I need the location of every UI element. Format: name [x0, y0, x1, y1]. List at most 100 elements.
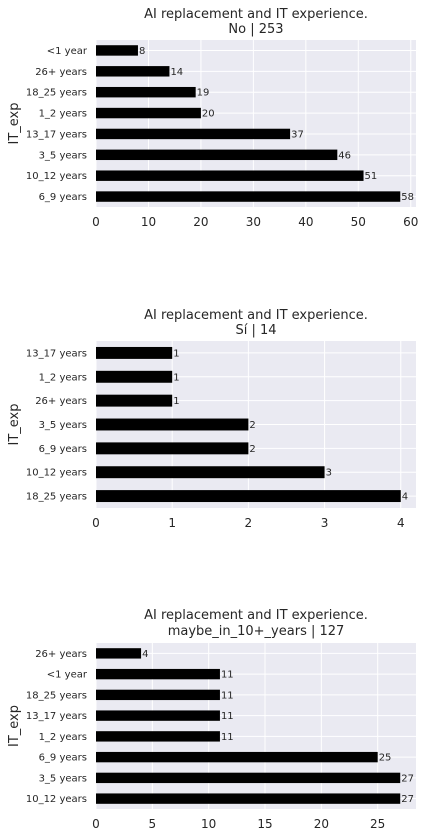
- bar: [96, 731, 220, 742]
- bar-value-label: 11: [221, 732, 234, 743]
- chart-subtitle: No | 253: [228, 22, 283, 37]
- bar-value-label: 8: [139, 46, 145, 57]
- x-tick-label: 60: [403, 215, 418, 229]
- x-tick-label: 20: [314, 817, 329, 831]
- y-axis-label: IT_exp: [7, 705, 22, 747]
- bar-value-label: 4: [142, 649, 148, 660]
- x-tick-label: 0: [92, 516, 100, 530]
- bar-value-label: 1: [173, 396, 179, 407]
- x-tick-label: 4: [397, 516, 405, 530]
- chart-panel-2: AI replacement and IT experience.maybe_i…: [7, 608, 416, 831]
- bar-value-label: 4: [402, 492, 408, 503]
- bar: [96, 370, 173, 383]
- bar: [96, 442, 249, 455]
- x-tick-label: 10: [141, 215, 156, 229]
- bar-value-label: 37: [291, 129, 304, 140]
- y-tick-label: 13_17 years: [26, 129, 87, 140]
- bar: [96, 793, 401, 804]
- bar-value-label: 11: [221, 690, 234, 701]
- bar-value-label: 1: [173, 348, 179, 359]
- chart-title: AI replacement and IT experience.: [144, 308, 368, 323]
- y-tick-label: 13_17 years: [26, 348, 87, 359]
- y-tick-label: 6_9 years: [39, 192, 87, 203]
- y-tick-label: 18_25 years: [26, 88, 87, 99]
- bar: [96, 689, 220, 701]
- y-tick-label: 10_12 years: [26, 171, 87, 182]
- bar: [96, 418, 249, 431]
- bar: [96, 149, 338, 161]
- bar: [96, 648, 142, 659]
- bar-value-label: 11: [221, 711, 234, 722]
- y-tick-label: <1 year: [47, 46, 88, 57]
- y-tick-label: 3_5 years: [39, 150, 87, 161]
- chart-panel-0: AI replacement and IT experience.No | 25…: [7, 7, 418, 229]
- bar: [96, 751, 378, 763]
- bar-value-label: 58: [401, 192, 414, 203]
- bar: [96, 170, 364, 181]
- bar-value-label: 27: [401, 773, 414, 784]
- bar-value-label: 14: [170, 67, 183, 78]
- bar-value-label: 11: [221, 670, 234, 681]
- bar: [96, 66, 170, 77]
- x-tick-label: 1: [168, 516, 176, 530]
- y-axis-label: IT_exp: [7, 404, 22, 446]
- y-tick-label: 3_5 years: [39, 420, 87, 431]
- bar: [96, 394, 173, 407]
- y-tick-label: 1_2 years: [39, 732, 87, 743]
- y-tick-label: 18_25 years: [26, 492, 87, 503]
- x-tick-label: 10: [201, 817, 216, 831]
- plot-area: [96, 643, 416, 809]
- bar: [96, 86, 196, 98]
- bar-value-label: 46: [338, 150, 351, 161]
- bar-value-label: 19: [197, 88, 210, 99]
- bar-value-label: 1: [173, 372, 179, 383]
- bar-value-label: 25: [379, 753, 392, 764]
- bar: [96, 45, 138, 56]
- y-tick-label: <1 year: [47, 670, 88, 681]
- y-tick-label: 26+ years: [35, 396, 87, 407]
- x-tick-label: 40: [298, 215, 313, 229]
- y-tick-label: 1_2 years: [39, 109, 87, 120]
- bar: [96, 128, 291, 140]
- x-tick-label: 20: [193, 215, 208, 229]
- y-tick-label: 3_5 years: [39, 773, 87, 784]
- bar: [96, 490, 401, 503]
- chart-title: AI replacement and IT experience.: [144, 7, 368, 22]
- x-tick-label: 0: [92, 817, 100, 831]
- y-tick-label: 1_2 years: [39, 372, 87, 383]
- bar-value-label: 2: [249, 420, 255, 431]
- bar: [96, 772, 401, 784]
- x-tick-label: 2: [245, 516, 253, 530]
- y-tick-label: 18_25 years: [26, 690, 87, 701]
- bar-value-label: 3: [326, 468, 332, 479]
- x-tick-label: 5: [149, 817, 157, 831]
- bar: [96, 107, 201, 119]
- y-tick-label: 10_12 years: [26, 794, 87, 805]
- bar: [96, 191, 401, 202]
- y-tick-label: 13_17 years: [26, 711, 87, 722]
- chart-title: AI replacement and IT experience.: [144, 608, 368, 623]
- y-tick-label: 6_9 years: [39, 753, 87, 764]
- y-tick-label: 6_9 years: [39, 444, 87, 455]
- y-tick-label: 26+ years: [35, 67, 87, 78]
- bar: [96, 346, 173, 359]
- chart-subtitle: maybe_in_10+_years | 127: [168, 624, 345, 639]
- x-tick-label: 30: [246, 215, 261, 229]
- y-tick-label: 26+ years: [35, 649, 87, 660]
- x-tick-label: 50: [351, 215, 366, 229]
- bar-value-label: 27: [401, 794, 414, 805]
- x-tick-label: 15: [257, 817, 272, 831]
- bar: [96, 668, 220, 680]
- bar-value-label: 51: [365, 171, 378, 182]
- bar: [96, 466, 325, 479]
- y-tick-label: 10_12 years: [26, 468, 87, 479]
- bar: [96, 710, 220, 721]
- bar-value-label: 20: [202, 109, 215, 120]
- x-tick-label: 3: [321, 516, 329, 530]
- x-tick-label: 25: [370, 817, 385, 831]
- y-axis-label: IT_exp: [7, 103, 22, 145]
- x-tick-label: 0: [92, 215, 100, 229]
- bar-value-label: 2: [249, 444, 255, 455]
- chart-subtitle: Sí | 14: [235, 323, 276, 338]
